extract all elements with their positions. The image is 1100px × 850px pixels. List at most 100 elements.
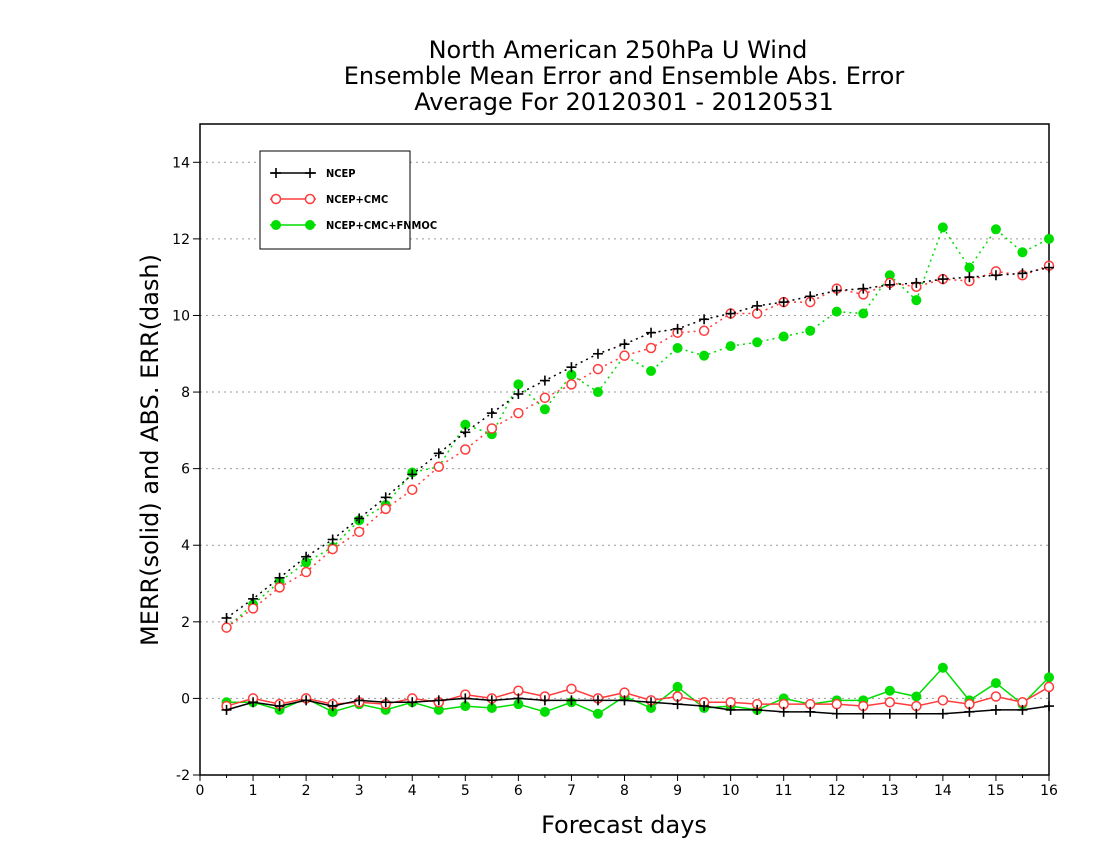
- x-tick-label: 0: [196, 783, 205, 799]
- point-abs-err-ncep: [460, 427, 471, 438]
- legend-marker-right-ncep: [305, 168, 315, 178]
- point-abs-err-ncep-cmc: [247, 603, 259, 614]
- point-abs-err-ncep: [937, 274, 948, 285]
- point-abs-err-ncep-cmc-fnmoc: [805, 325, 816, 336]
- line-abs-err-ncep-cmc-fnmoc: [226, 225, 1050, 629]
- point-mean-err-ncep: [327, 701, 338, 712]
- point-mean-err-ncep-cmc-fnmoc: [592, 708, 603, 719]
- point-abs-err-ncep-cmc-fnmoc: [725, 341, 736, 352]
- x-tick-label: 4: [408, 783, 417, 799]
- x-tick-label: 9: [673, 783, 682, 799]
- point-abs-err-ncep: [1017, 268, 1028, 279]
- series-group: [221, 222, 1055, 719]
- x-tick-label: 13: [881, 783, 899, 799]
- point-abs-err-ncep: [805, 291, 816, 302]
- point-mean-err-ncep: [1044, 701, 1054, 712]
- point-abs-err-ncep-cmc-fnmoc: [1017, 247, 1028, 258]
- point-mean-err-ncep: [354, 695, 365, 706]
- point-mean-err-ncep-cmc-fnmoc: [539, 706, 550, 717]
- point-abs-err-ncep: [725, 308, 736, 319]
- point-abs-err-ncep: [513, 388, 524, 399]
- line-abs-err-ncep-cmc: [226, 264, 1050, 629]
- x-axis-title: Forecast days: [541, 811, 707, 839]
- point-abs-err-ncep: [752, 300, 763, 311]
- point-abs-err-ncep: [592, 348, 603, 359]
- point-abs-err-ncep-cmc: [566, 379, 577, 390]
- point-mean-err-ncep: [911, 708, 922, 719]
- point-abs-err-ncep-cmc: [539, 392, 551, 404]
- x-tick-label: 14: [934, 783, 952, 799]
- point-abs-err-ncep: [433, 448, 444, 459]
- point-mean-err-ncep-cmc: [831, 698, 842, 710]
- series-ncep: [221, 262, 1054, 719]
- point-abs-err-ncep-cmc: [327, 543, 338, 555]
- point-abs-err-ncep-cmc: [460, 444, 471, 455]
- point-mean-err-ncep: [884, 708, 895, 719]
- chart-title-line-2: Ensemble Mean Error and Ensemble Abs. Er…: [344, 62, 905, 90]
- point-abs-err-ncep-cmc: [698, 325, 710, 337]
- point-abs-err-ncep: [990, 270, 1001, 281]
- point-mean-err-ncep: [539, 695, 550, 706]
- point-abs-err-ncep-cmc: [619, 350, 630, 361]
- point-abs-err-ncep-cmc: [645, 342, 657, 354]
- point-abs-err-ncep: [646, 327, 657, 338]
- point-abs-err-ncep-cmc: [486, 423, 498, 434]
- point-abs-err-ncep-cmc-fnmoc: [539, 404, 550, 415]
- point-abs-err-ncep-cmc-fnmoc: [646, 365, 657, 376]
- point-abs-err-ncep-cmc-fnmoc: [778, 331, 789, 342]
- point-abs-err-ncep: [539, 375, 550, 386]
- x-tick-label: 11: [775, 783, 793, 799]
- line-mean-err-ncep-cmc: [226, 686, 1050, 707]
- point-abs-err-ncep-cmc-fnmoc: [1044, 233, 1054, 244]
- point-abs-err-ncep: [699, 314, 710, 325]
- point-abs-err-ncep-cmc-fnmoc: [752, 337, 763, 348]
- y-tick-label: 6: [181, 462, 190, 478]
- y-tick-label: 4: [181, 538, 190, 554]
- point-mean-err-ncep: [301, 695, 312, 706]
- x-tick-label: 15: [987, 783, 1005, 799]
- x-tick-label: 12: [828, 783, 846, 799]
- point-mean-err-ncep: [858, 708, 869, 719]
- point-mean-err-ncep-cmc-fnmoc: [990, 678, 1001, 689]
- series-ncep-cmc-fnmoc: [221, 222, 1054, 719]
- point-abs-err-ncep-cmc: [300, 566, 312, 578]
- point-abs-err-ncep-cmc: [513, 407, 524, 419]
- x-tick-label: 16: [1040, 783, 1058, 799]
- point-mean-err-ncep: [1017, 704, 1028, 715]
- line-abs-err-ncep: [226, 266, 1050, 619]
- point-mean-err-ncep: [805, 706, 816, 717]
- gridlines: [200, 161, 1049, 776]
- y-tick-label: 0: [181, 691, 190, 707]
- point-mean-err-ncep: [752, 704, 763, 715]
- line-mean-err-ncep-cmc-fnmoc: [226, 666, 1050, 715]
- point-abs-err-ncep: [354, 513, 365, 524]
- point-abs-err-ncep-cmc: [353, 526, 365, 538]
- point-abs-err-ncep-cmc-fnmoc: [964, 262, 975, 273]
- legend-marker-left-ncep-cmc: [270, 193, 282, 205]
- point-mean-err-ncep-cmc-fnmoc: [1044, 672, 1054, 683]
- point-abs-err-ncep-cmc-fnmoc: [990, 224, 1001, 235]
- point-mean-err-ncep: [646, 697, 657, 708]
- point-mean-err-ncep: [433, 695, 444, 706]
- point-abs-err-ncep: [831, 285, 842, 296]
- point-abs-err-ncep-cmc-fnmoc: [911, 295, 922, 306]
- point-abs-err-ncep: [221, 612, 232, 623]
- point-mean-err-ncep-cmc-fnmoc: [937, 662, 948, 673]
- point-mean-err-ncep: [486, 695, 497, 706]
- legend-marker-left-ncep-cmc-fnmoc: [271, 220, 281, 230]
- chart-title-line-1: North American 250hPa U Wind: [429, 36, 808, 64]
- point-abs-err-ncep: [884, 279, 895, 290]
- point-abs-err-ncep-cmc-fnmoc: [699, 350, 710, 361]
- y-axis-title: MERR(solid) and ABS. ERR(dash): [136, 254, 164, 646]
- point-abs-err-ncep-cmc-fnmoc: [592, 387, 603, 398]
- y-tick-label: 2: [181, 615, 190, 631]
- point-abs-err-ncep: [911, 277, 922, 288]
- point-abs-err-ncep: [327, 534, 338, 545]
- point-mean-err-ncep: [725, 704, 736, 715]
- point-mean-err-ncep: [407, 697, 418, 708]
- point-abs-err-ncep: [566, 362, 577, 373]
- point-abs-err-ncep-cmc-fnmoc: [831, 306, 842, 317]
- point-mean-err-ncep: [274, 701, 285, 712]
